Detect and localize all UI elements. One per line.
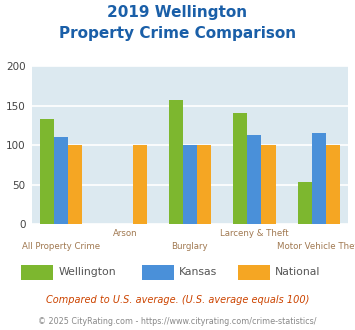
- Bar: [247, 135, 262, 224]
- Text: Property Crime Comparison: Property Crime Comparison: [59, 26, 296, 41]
- Bar: [297, 182, 312, 224]
- Bar: [132, 145, 147, 224]
- Text: Burglary: Burglary: [171, 242, 208, 250]
- Bar: [169, 100, 183, 224]
- Bar: [233, 113, 247, 224]
- Text: © 2025 CityRating.com - https://www.cityrating.com/crime-statistics/: © 2025 CityRating.com - https://www.city…: [38, 317, 317, 326]
- Text: 2019 Wellington: 2019 Wellington: [108, 5, 247, 20]
- Bar: [326, 145, 340, 224]
- Bar: [197, 145, 211, 224]
- Bar: [262, 145, 276, 224]
- Bar: [40, 119, 54, 224]
- Text: Wellington: Wellington: [59, 267, 116, 277]
- Text: Compared to U.S. average. (U.S. average equals 100): Compared to U.S. average. (U.S. average …: [46, 295, 309, 305]
- Text: Motor Vehicle Theft: Motor Vehicle Theft: [277, 242, 355, 250]
- Text: National: National: [275, 267, 321, 277]
- Bar: [183, 145, 197, 224]
- Bar: [54, 137, 68, 224]
- Text: Kansas: Kansas: [179, 267, 218, 277]
- Text: All Property Crime: All Property Crime: [22, 242, 100, 250]
- Text: Larceny & Theft: Larceny & Theft: [220, 229, 289, 238]
- Bar: [68, 145, 82, 224]
- Text: Arson: Arson: [113, 229, 138, 238]
- Bar: [312, 133, 326, 224]
